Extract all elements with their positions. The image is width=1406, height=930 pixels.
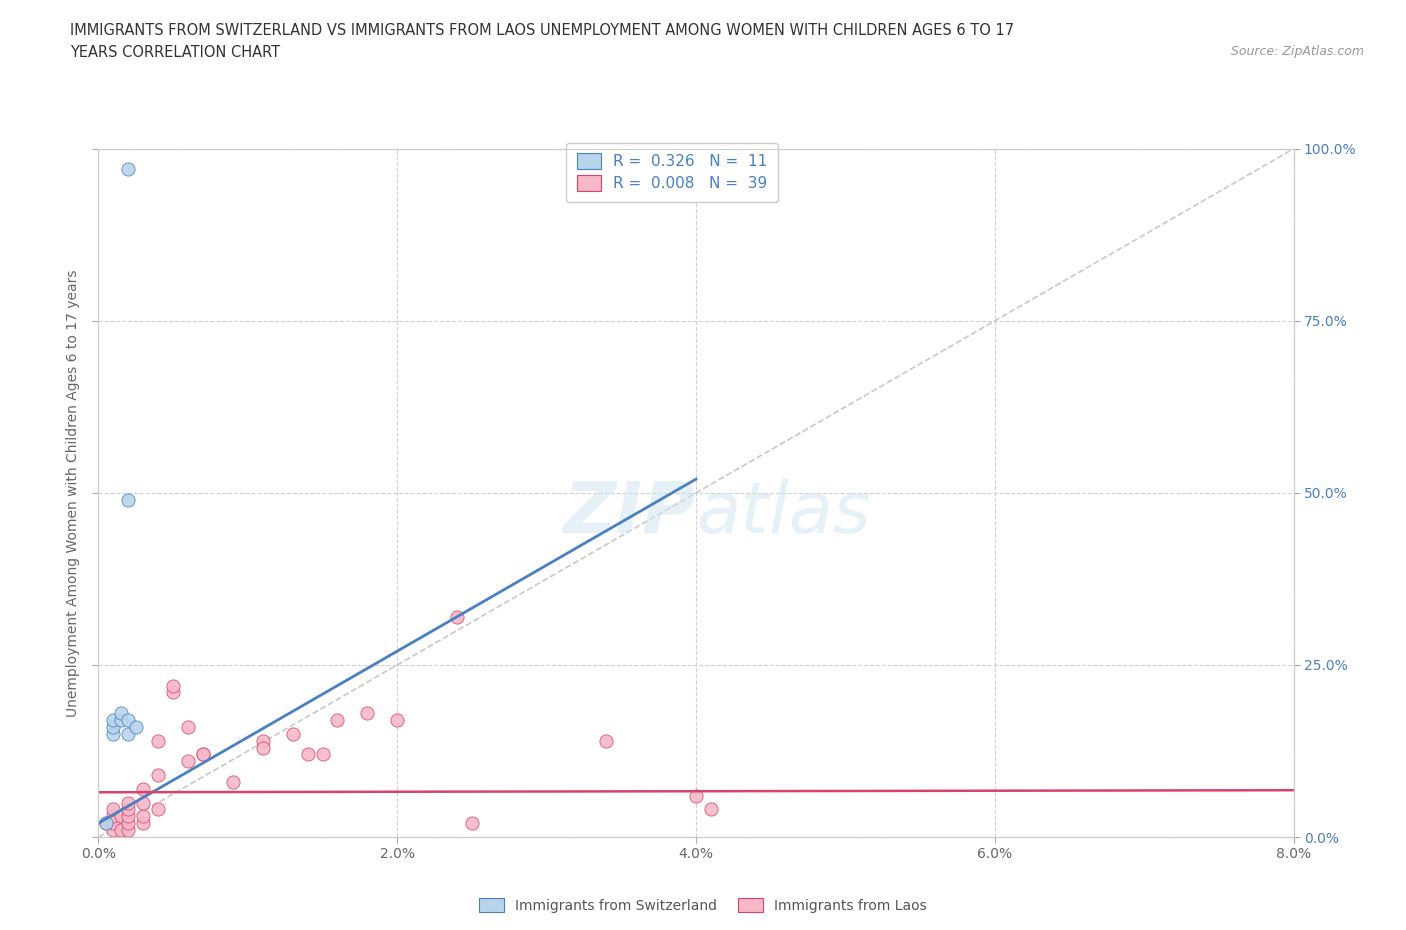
Point bbox=[148, 733, 170, 748]
Text: ZIP: ZIP bbox=[564, 479, 696, 548]
Y-axis label: Unemployment Among Women with Children Ages 6 to 17 years: Unemployment Among Women with Children A… bbox=[66, 269, 80, 717]
Point bbox=[117, 492, 139, 507]
Point bbox=[110, 809, 132, 824]
Point bbox=[385, 712, 409, 727]
Point bbox=[117, 816, 139, 830]
Point bbox=[117, 802, 139, 817]
Point bbox=[103, 816, 125, 830]
Point bbox=[446, 609, 468, 624]
Point bbox=[177, 720, 200, 735]
Point bbox=[94, 816, 117, 830]
Text: atlas: atlas bbox=[696, 479, 870, 548]
Point bbox=[252, 740, 274, 755]
Point bbox=[110, 706, 132, 721]
Point bbox=[125, 720, 148, 735]
Point bbox=[103, 726, 125, 741]
Point bbox=[177, 754, 200, 769]
Point bbox=[148, 802, 170, 817]
Text: YEARS CORRELATION CHART: YEARS CORRELATION CHART bbox=[70, 45, 280, 60]
Point bbox=[94, 816, 117, 830]
Point bbox=[103, 802, 125, 817]
Point bbox=[595, 733, 617, 748]
Text: IMMIGRANTS FROM SWITZERLAND VS IMMIGRANTS FROM LAOS UNEMPLOYMENT AMONG WOMEN WIT: IMMIGRANTS FROM SWITZERLAND VS IMMIGRANT… bbox=[70, 23, 1014, 38]
Point bbox=[685, 789, 707, 804]
Point bbox=[162, 685, 184, 700]
Point bbox=[132, 809, 155, 824]
Legend: Immigrants from Switzerland, Immigrants from Laos: Immigrants from Switzerland, Immigrants … bbox=[474, 893, 932, 919]
Point bbox=[700, 802, 723, 817]
Point bbox=[132, 795, 155, 810]
Point bbox=[162, 678, 184, 693]
Point bbox=[297, 747, 319, 762]
Point bbox=[132, 781, 155, 796]
Point bbox=[117, 795, 139, 810]
Point bbox=[356, 706, 378, 721]
Point bbox=[326, 712, 349, 727]
Point bbox=[103, 712, 125, 727]
Point bbox=[191, 747, 214, 762]
Point bbox=[117, 726, 139, 741]
Legend: R =  0.326   N =  11, R =  0.008   N =  39: R = 0.326 N = 11, R = 0.008 N = 39 bbox=[567, 142, 778, 202]
Point bbox=[311, 747, 333, 762]
Point bbox=[103, 720, 125, 735]
Point bbox=[103, 823, 125, 838]
Point bbox=[110, 712, 132, 727]
Point bbox=[103, 809, 125, 824]
Point bbox=[117, 809, 139, 824]
Point bbox=[148, 767, 170, 782]
Point bbox=[117, 712, 139, 727]
Point bbox=[117, 162, 139, 177]
Text: Source: ZipAtlas.com: Source: ZipAtlas.com bbox=[1230, 45, 1364, 58]
Point bbox=[222, 775, 245, 790]
Point bbox=[281, 726, 304, 741]
Point bbox=[191, 747, 214, 762]
Point bbox=[132, 816, 155, 830]
Point bbox=[110, 823, 132, 838]
Point bbox=[252, 733, 274, 748]
Point bbox=[461, 816, 484, 830]
Point bbox=[117, 823, 139, 838]
